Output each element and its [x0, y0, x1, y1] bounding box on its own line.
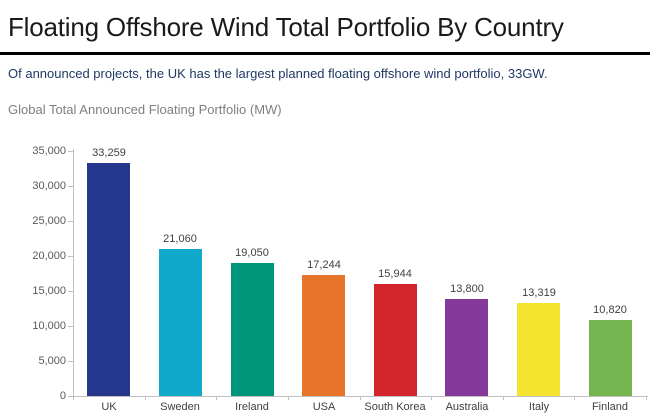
- bar-usa: [302, 275, 345, 396]
- x-axis-tick: [503, 396, 504, 400]
- x-axis-tick: [360, 396, 361, 400]
- page-title: Floating Offshore Wind Total Portfolio B…: [8, 12, 564, 42]
- x-axis-category-label: Ireland: [235, 401, 269, 413]
- y-axis-tick-label: 30,000: [32, 180, 66, 192]
- bar-south-korea: [374, 284, 417, 396]
- bar-value-label: 13,800: [450, 283, 484, 295]
- x-axis-tick: [431, 396, 432, 400]
- bar-finland: [589, 320, 632, 396]
- bar-italy: [517, 303, 560, 396]
- y-axis-tick: [68, 396, 73, 397]
- y-axis-tick-label: 35,000: [32, 145, 66, 157]
- bar-value-label: 13,319: [522, 287, 556, 299]
- bar-value-label: 15,944: [378, 268, 412, 280]
- y-axis-tick-label: 25,000: [32, 215, 66, 227]
- bar-uk: [87, 163, 130, 396]
- x-axis-category-label: UK: [101, 401, 117, 413]
- y-axis-tick: [68, 186, 73, 187]
- chart-heading: Global Total Announced Floating Portfoli…: [8, 102, 282, 117]
- title-underline-rule: [0, 52, 650, 55]
- bar-value-label: 19,050: [235, 247, 269, 259]
- bar-australia: [445, 299, 488, 396]
- y-axis-tick: [68, 291, 73, 292]
- y-axis-tick: [68, 256, 73, 257]
- x-axis-category-label: Australia: [445, 401, 489, 413]
- x-axis-category-label: Sweden: [160, 401, 200, 413]
- bar-value-label: 17,244: [307, 259, 341, 271]
- x-axis-tick: [646, 396, 647, 400]
- page-subtitle: Of announced projects, the UK has the la…: [8, 66, 548, 81]
- y-axis-line: [73, 149, 74, 397]
- bar-value-label: 10,820: [593, 304, 627, 316]
- y-axis-tick-label: 15,000: [32, 285, 66, 297]
- y-axis-tick: [68, 361, 73, 362]
- x-axis-category-label: Finland: [591, 401, 629, 413]
- bar-ireland: [231, 263, 274, 396]
- y-axis-tick: [68, 151, 73, 152]
- x-axis-tick: [288, 396, 289, 400]
- x-axis-tick: [145, 396, 146, 400]
- bar-value-label: 33,259: [92, 147, 126, 159]
- x-axis-category-label: South Korea: [364, 401, 426, 413]
- y-axis-tick: [68, 326, 73, 327]
- y-axis-tick: [68, 221, 73, 222]
- bar-sweden: [159, 249, 202, 396]
- x-axis-tick: [216, 396, 217, 400]
- y-axis-tick-label: 5,000: [38, 355, 66, 367]
- x-axis-category-label: USA: [312, 401, 336, 413]
- x-axis-category-label: Italy: [528, 401, 550, 413]
- bar-value-label: 21,060: [163, 233, 197, 245]
- x-axis-tick: [574, 396, 575, 400]
- y-axis-tick-label: 0: [59, 390, 66, 402]
- y-axis-tick-label: 10,000: [32, 320, 66, 332]
- x-axis-tick: [73, 396, 74, 400]
- y-axis-tick-label: 20,000: [32, 250, 66, 262]
